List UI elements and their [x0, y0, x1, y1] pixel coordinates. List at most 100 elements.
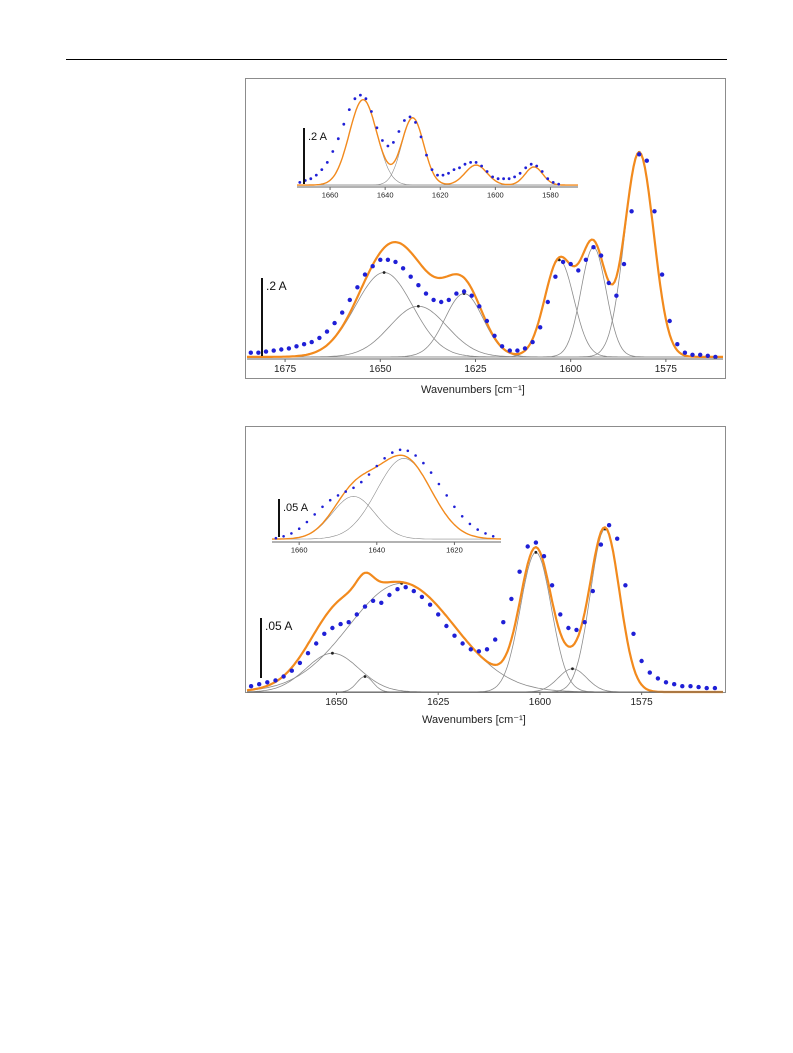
data-point	[530, 339, 535, 345]
data-point	[330, 625, 335, 631]
data-point	[452, 633, 457, 638]
component-band-1	[247, 272, 723, 358]
data-point	[441, 173, 445, 177]
data-point	[590, 588, 595, 594]
data-point	[615, 536, 620, 541]
data-point	[558, 612, 563, 617]
data-point	[362, 272, 368, 277]
data-point	[408, 274, 413, 279]
data-point	[538, 325, 543, 330]
data-point	[688, 684, 693, 689]
x-tick-label: 1650	[325, 697, 348, 708]
x-tick-label: 1625	[427, 697, 450, 708]
data-point	[458, 166, 461, 170]
data-point	[385, 257, 391, 262]
data-point	[598, 542, 604, 547]
data-point	[406, 449, 410, 453]
data-point	[297, 660, 303, 666]
fit-curve	[272, 454, 502, 540]
figure-bottom-spectrum: 1650 1625 1600 1575 .05 A 1660 1640 1620 .05 A W…	[245, 426, 727, 732]
data-point	[545, 299, 550, 305]
data-point	[663, 680, 669, 685]
data-point	[712, 685, 718, 691]
component-band-6	[247, 528, 723, 693]
data-point	[485, 170, 489, 173]
data-point	[248, 350, 253, 355]
data-point	[454, 291, 459, 296]
data-point	[397, 130, 401, 133]
data-point	[381, 139, 384, 142]
scale-bar-label: .05 A	[283, 502, 309, 514]
data-point	[386, 144, 390, 148]
data-point	[439, 299, 444, 305]
data-point	[460, 641, 465, 646]
data-point	[680, 684, 685, 689]
data-point	[338, 621, 343, 627]
spectrum-chart-bottom: 1650 1625 1600 1575 .05 A 1660 1640 1620 .05 A	[245, 426, 726, 708]
data-point	[370, 598, 376, 603]
data-point	[375, 464, 379, 468]
data-point	[576, 268, 581, 273]
data-point	[403, 585, 408, 590]
data-point	[346, 620, 351, 625]
data-point	[383, 457, 386, 460]
data-point	[248, 684, 254, 689]
data-point	[309, 177, 313, 181]
data-point	[257, 682, 262, 687]
x-tick-label: 1600	[487, 191, 504, 200]
x-tick-label: 1625	[464, 364, 487, 375]
data-point	[524, 166, 528, 170]
data-point	[463, 162, 467, 166]
main-plot: 1650 1625 1600 1575 .05 A	[246, 523, 723, 708]
data-point	[484, 532, 487, 535]
data-point	[362, 604, 368, 609]
data-point	[557, 182, 561, 186]
component-band-3	[247, 293, 723, 358]
data-point	[273, 678, 278, 683]
data-point	[336, 494, 340, 497]
data-point	[263, 349, 269, 354]
data-point	[256, 350, 261, 355]
data-point	[574, 627, 579, 633]
data-point	[429, 471, 433, 474]
data-point	[408, 115, 412, 119]
data-point	[560, 259, 566, 265]
x-tick-label: 1640	[368, 546, 385, 555]
data-point	[423, 291, 429, 296]
x-tick-label: 1650	[369, 364, 392, 375]
data-point	[667, 318, 672, 324]
data-point	[294, 344, 299, 349]
inset-plot: 1660 1640 1620 1600 1580 .2 A	[297, 93, 578, 200]
data-point	[549, 583, 555, 588]
data-point	[367, 473, 371, 476]
data-point	[398, 448, 402, 452]
data-point	[474, 161, 478, 164]
data-point	[436, 173, 439, 177]
data-point	[427, 602, 433, 607]
data-point	[502, 177, 505, 181]
data-point	[476, 649, 482, 654]
data-point	[309, 339, 314, 345]
component-peak-marker	[363, 675, 367, 678]
data-point	[414, 454, 417, 457]
data-point	[529, 162, 533, 166]
data-point	[289, 668, 294, 673]
fit-curve	[297, 98, 578, 186]
data-point	[606, 523, 612, 528]
data-point	[591, 245, 596, 250]
spectrum-chart-top: 1675 1650 1625 1600 1575 .2 A 1660 1640 1620 1600…	[245, 78, 726, 379]
data-point	[583, 257, 589, 262]
data-point	[551, 181, 555, 184]
fit-curve	[247, 151, 723, 358]
data-point	[317, 335, 322, 341]
data-point	[430, 168, 434, 171]
data-point	[566, 625, 571, 631]
data-point	[525, 544, 530, 549]
data-point	[639, 658, 644, 664]
data-point	[637, 152, 642, 157]
data-point	[659, 272, 665, 277]
component-band-4	[247, 259, 723, 358]
data-point	[354, 612, 359, 617]
x-tick-label: 1575	[631, 697, 654, 708]
data-point	[355, 285, 360, 290]
